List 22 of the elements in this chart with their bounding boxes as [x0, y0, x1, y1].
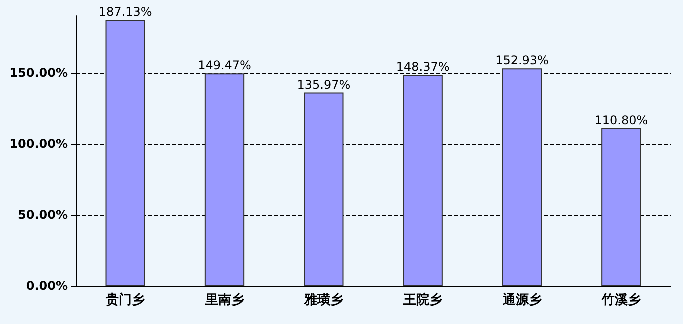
data-label: 149.47% [198, 58, 252, 73]
y-tick-label: 100.00% [10, 136, 68, 151]
x-tick-label: 贵门乡 [105, 292, 146, 308]
bar [602, 128, 642, 286]
bar [304, 92, 344, 286]
data-label: 152.93% [496, 54, 549, 68]
data-label: 148.37% [396, 60, 450, 74]
data-label: 135.97% [297, 78, 351, 92]
bar [204, 74, 245, 286]
x-tick-label: 王院乡 [402, 292, 443, 308]
y-tick-label: 150.00% [10, 66, 68, 80]
y-tick-label: 0.00% [26, 279, 68, 293]
bar [106, 20, 146, 286]
data-label: 110.80% [594, 114, 648, 128]
x-tick-label: 通源乡 [502, 292, 542, 308]
x-tick-label: 雅璜乡 [303, 292, 344, 308]
y-tick-label: 50.00% [18, 208, 68, 222]
bar [502, 68, 542, 286]
x-tick-label: 里南乡 [204, 292, 244, 308]
x-tick-label: 竹溪乡 [600, 292, 641, 308]
data-label: 187.13% [98, 5, 152, 20]
bar [403, 75, 443, 286]
